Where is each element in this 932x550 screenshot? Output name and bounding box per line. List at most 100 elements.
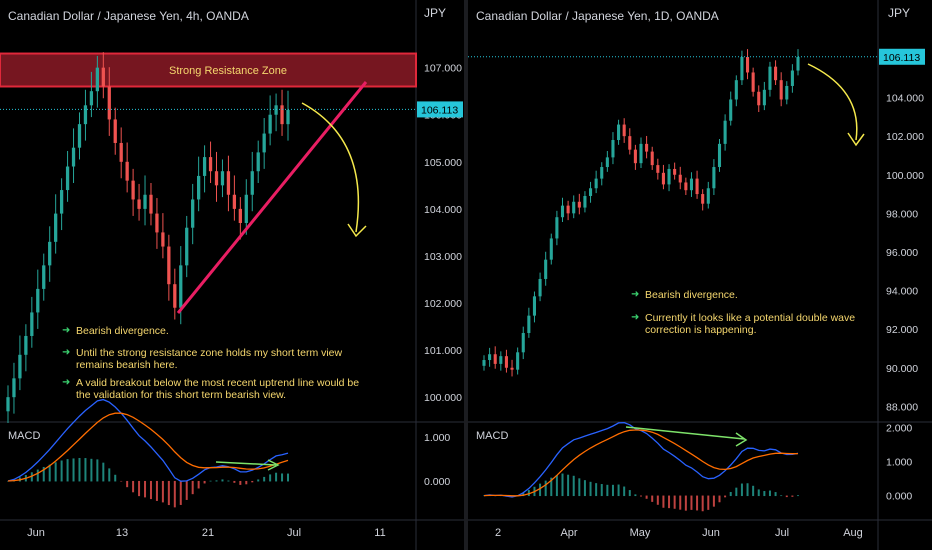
price-tick-label: 94.000 [886, 286, 918, 298]
right-chart-panel[interactable]: 106.000104.000102.000100.00098.00096.000… [468, 0, 932, 550]
macd-histogram-bar [578, 478, 581, 497]
time-tick-label: 11 [374, 527, 385, 539]
macd-line [483, 422, 799, 498]
macd-histogram-bar [233, 480, 236, 483]
macd-histogram-bar [712, 495, 715, 507]
macd-histogram-bar [724, 495, 727, 498]
macd-histogram-bar [167, 480, 170, 506]
left-chart-panel[interactable]: 107.000106.000105.000104.000103.000102.0… [0, 0, 464, 550]
macd-histogram-bar [161, 480, 164, 503]
macd-histogram-bar [555, 474, 558, 497]
candle-body [238, 208, 242, 223]
price-tick-label: 103.000 [424, 251, 462, 263]
macd-histogram-bar [729, 491, 732, 497]
macd-histogram-bar [209, 480, 212, 482]
candle-body [684, 182, 688, 191]
candle-body [723, 120, 727, 144]
macd-histogram-bar [791, 495, 794, 497]
price-tick-label: 88.000 [886, 401, 918, 413]
macd-histogram-bar [144, 480, 147, 498]
macd-histogram-bar [287, 473, 289, 482]
time-tick-label: Jun [702, 527, 720, 539]
macd-histogram-bar [102, 462, 105, 482]
macd-histogram-bar [617, 484, 620, 497]
macd-histogram-bar [281, 473, 284, 482]
candle-body [125, 161, 129, 181]
candle-body [611, 140, 615, 158]
uptrend-line [176, 81, 368, 314]
candle-body [18, 354, 22, 379]
macd-histogram-bar [645, 495, 648, 499]
time-tick-label: Jul [287, 527, 301, 539]
candle-body [113, 119, 117, 143]
candle-body [605, 157, 609, 168]
candle-body [594, 178, 598, 189]
candle-body [650, 151, 654, 166]
right-chart-svg[interactable]: 106.000104.000102.000100.00098.00096.000… [468, 0, 932, 550]
candle-body [538, 278, 542, 297]
right-annotation-2: ➜ Currently it looks like a potential dou… [631, 312, 856, 336]
time-tick-label: 13 [116, 527, 128, 539]
divergence-arrowhead [735, 432, 748, 447]
macd-histogram-bar [263, 476, 266, 482]
candle-body [740, 57, 744, 81]
candle-body [119, 142, 123, 162]
candle-body [54, 213, 58, 242]
price-tick-label: 100.000 [886, 170, 924, 182]
candle-body [220, 171, 225, 186]
time-tick-label: 2 [495, 527, 501, 539]
macd-histogram-bar [718, 495, 721, 503]
price-tick-label: 101.000 [424, 345, 462, 357]
candle-body [622, 124, 626, 137]
macd-tick-label: 1.000 [886, 456, 912, 468]
macd-histogram-bar [78, 457, 81, 482]
macd-histogram-bar [527, 490, 530, 497]
candle-body [244, 194, 248, 223]
macd-histogram-bar [203, 480, 206, 484]
candle-body [499, 356, 503, 364]
candle-body [678, 174, 682, 183]
candle-body [712, 167, 716, 189]
price-tick-label: 92.000 [886, 324, 918, 336]
candle-body [544, 259, 548, 279]
resistance-zone-label: Strong Resistance Zone [169, 65, 287, 77]
candle-body [89, 91, 94, 106]
macd-histogram-bar [696, 495, 699, 511]
candle-body [167, 246, 171, 285]
candle-body [191, 199, 195, 228]
candle-body [250, 171, 254, 195]
macd-histogram-bar [269, 474, 272, 482]
candle-body [617, 124, 621, 141]
candle-body [107, 86, 111, 120]
macd-histogram-bar [768, 490, 771, 497]
candle-body [701, 194, 705, 204]
right-chart-title: Canadian Dollar / Japanese Yen, 1D, OAND… [476, 9, 719, 23]
candle-body [286, 110, 290, 125]
projection-arrow [807, 63, 858, 141]
candle-body [751, 72, 755, 92]
candle-body [645, 143, 649, 152]
macd-histogram-bar [679, 495, 682, 510]
candle-body [734, 80, 738, 100]
macd-histogram-bar [191, 480, 194, 495]
last-price-tag [417, 101, 463, 118]
panel-divider [464, 0, 468, 550]
macd-histogram-bar [684, 495, 687, 511]
macd-histogram-bar [583, 480, 586, 497]
candle-body [155, 213, 159, 233]
candle-body [30, 312, 34, 336]
price-tick-label: 104.000 [424, 204, 462, 216]
left-chart-svg[interactable]: 107.000106.000105.000104.000103.000102.0… [0, 0, 464, 550]
macd-histogram-bar [257, 479, 260, 482]
macd-histogram-bar [797, 495, 799, 497]
macd-histogram-bar [752, 485, 755, 497]
candle-body [689, 178, 694, 191]
candle-body [274, 105, 278, 115]
candle-body [527, 315, 531, 334]
candle-body [208, 157, 213, 172]
macd-histogram-bar [746, 483, 749, 497]
macd-histogram-bar [673, 495, 676, 509]
left-macd-label: MACD [8, 430, 41, 442]
last-price-tag [879, 48, 925, 65]
right-macd-label: MACD [476, 430, 509, 442]
